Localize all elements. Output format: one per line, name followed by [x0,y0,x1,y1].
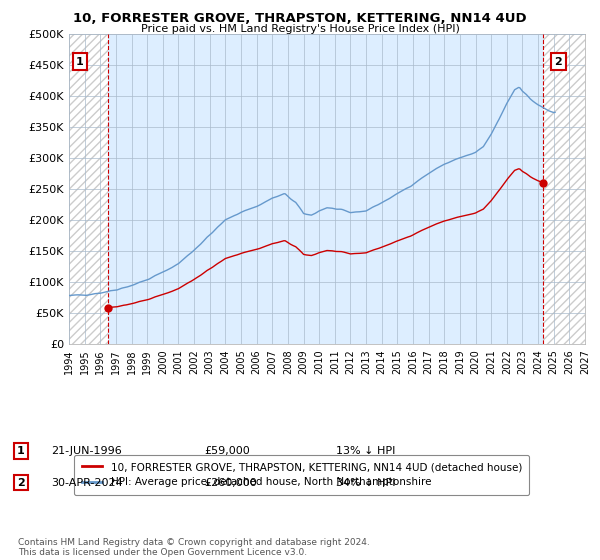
Text: 30-APR-2024: 30-APR-2024 [51,478,123,488]
Text: 10, FORRESTER GROVE, THRAPSTON, KETTERING, NN14 4UD: 10, FORRESTER GROVE, THRAPSTON, KETTERIN… [73,12,527,25]
Text: 1: 1 [76,57,84,67]
Text: £59,000: £59,000 [204,446,250,456]
Text: 2: 2 [17,478,25,488]
Text: Contains HM Land Registry data © Crown copyright and database right 2024.
This d: Contains HM Land Registry data © Crown c… [18,538,370,557]
Text: 1: 1 [17,446,25,456]
Text: 2: 2 [554,57,562,67]
Text: 34% ↓ HPI: 34% ↓ HPI [336,478,395,488]
Text: Price paid vs. HM Land Registry's House Price Index (HPI): Price paid vs. HM Land Registry's House … [140,24,460,34]
Text: 13% ↓ HPI: 13% ↓ HPI [336,446,395,456]
Text: 21-JUN-1996: 21-JUN-1996 [51,446,122,456]
Text: £260,000: £260,000 [204,478,257,488]
Legend: 10, FORRESTER GROVE, THRAPSTON, KETTERING, NN14 4UD (detached house), HPI: Avera: 10, FORRESTER GROVE, THRAPSTON, KETTERIN… [74,455,529,494]
